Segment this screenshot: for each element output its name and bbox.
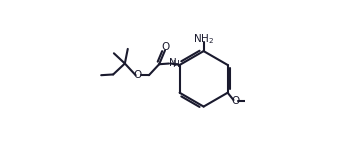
- Text: O: O: [134, 70, 142, 80]
- Text: NH$_2$: NH$_2$: [193, 33, 214, 46]
- Text: H: H: [172, 60, 179, 69]
- Text: O: O: [232, 97, 240, 106]
- Text: O: O: [162, 42, 170, 52]
- Text: N: N: [168, 58, 176, 68]
